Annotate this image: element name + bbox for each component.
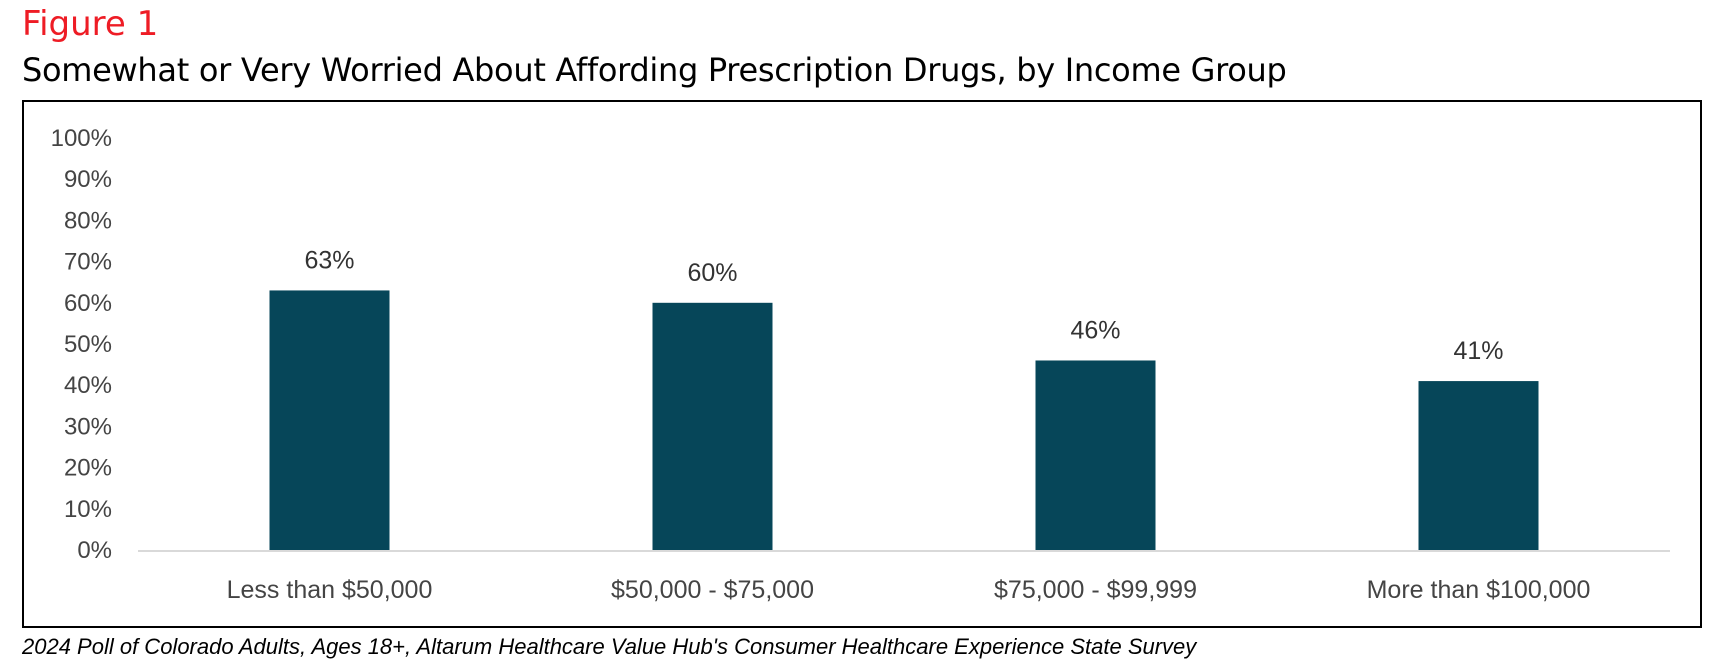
- bar: [1035, 360, 1156, 550]
- y-tick-label: 80%: [64, 207, 112, 234]
- figure-label: Figure 1: [22, 4, 159, 44]
- bars-group: [269, 290, 1539, 550]
- category-label: Less than $50,000: [227, 576, 433, 604]
- y-axis-ticks: 0% 10% 20% 30% 40% 50% 60% 70% 80% 90% 100%: [51, 125, 112, 564]
- y-tick-label: 30%: [64, 413, 112, 440]
- chart-frame: [22, 100, 1702, 628]
- data-labels-group: 63% 60% 46% 41%: [304, 246, 1503, 365]
- y-tick-label: 40%: [64, 372, 112, 399]
- bar: [1418, 381, 1539, 550]
- y-tick-label: 50%: [64, 331, 112, 358]
- y-tick-label: 10%: [64, 496, 112, 523]
- bar: [269, 290, 390, 550]
- y-tick-label: 20%: [64, 455, 112, 482]
- category-label: $75,000 - $99,999: [994, 576, 1197, 604]
- bar: [652, 302, 773, 550]
- chart-title: Somewhat or Very Worried About Affording…: [22, 51, 1287, 89]
- y-tick-label: 0%: [77, 537, 112, 564]
- y-tick-label: 90%: [64, 166, 112, 193]
- category-labels-group: Less than $50,000 $50,000 - $75,000 $75,00…: [227, 576, 1591, 604]
- data-label: 46%: [1070, 316, 1120, 344]
- y-tick-label: 100%: [51, 125, 112, 152]
- data-label: 41%: [1453, 337, 1503, 365]
- data-label: 63%: [304, 246, 354, 274]
- y-tick-label: 70%: [64, 249, 112, 276]
- category-label: More than $100,000: [1367, 576, 1591, 604]
- category-label: $50,000 - $75,000: [611, 576, 814, 604]
- data-label: 60%: [687, 259, 737, 287]
- y-tick-label: 60%: [64, 290, 112, 317]
- source-footnote: 2024 Poll of Colorado Adults, Ages 18+, …: [22, 634, 1197, 659]
